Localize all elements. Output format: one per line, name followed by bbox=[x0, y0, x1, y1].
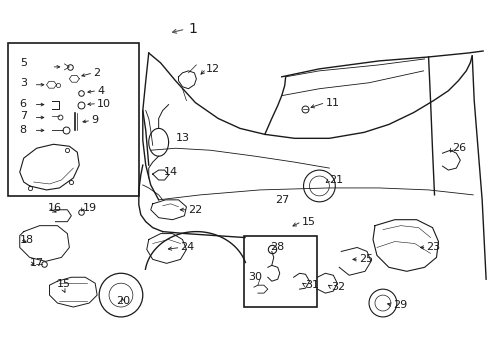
Text: 32: 32 bbox=[331, 282, 345, 292]
Text: 26: 26 bbox=[451, 143, 466, 153]
Text: 3: 3 bbox=[20, 78, 27, 88]
Text: 6: 6 bbox=[20, 99, 27, 109]
Text: 19: 19 bbox=[83, 203, 97, 213]
Text: 20: 20 bbox=[116, 296, 130, 306]
Text: 13: 13 bbox=[175, 133, 189, 143]
Text: 31: 31 bbox=[305, 280, 319, 290]
Text: 9: 9 bbox=[91, 116, 98, 126]
Text: 17: 17 bbox=[30, 258, 44, 268]
Text: 27: 27 bbox=[274, 195, 288, 205]
Text: 23: 23 bbox=[426, 243, 440, 252]
Text: 7: 7 bbox=[20, 112, 27, 121]
Text: 16: 16 bbox=[47, 203, 61, 213]
Text: 10: 10 bbox=[97, 99, 111, 109]
Text: 12: 12 bbox=[206, 64, 220, 74]
Text: 11: 11 bbox=[325, 98, 339, 108]
Text: 22: 22 bbox=[188, 205, 202, 215]
Text: 24: 24 bbox=[180, 243, 194, 252]
Text: 8: 8 bbox=[20, 125, 27, 135]
Text: 5: 5 bbox=[20, 58, 27, 68]
Text: 15: 15 bbox=[301, 217, 315, 227]
Text: 30: 30 bbox=[247, 272, 262, 282]
Text: 2: 2 bbox=[93, 68, 100, 78]
Text: 21: 21 bbox=[328, 175, 343, 185]
Text: 28: 28 bbox=[269, 243, 284, 252]
Bar bbox=[244, 235, 317, 307]
Text: 4: 4 bbox=[97, 86, 104, 96]
Text: 18: 18 bbox=[20, 234, 34, 244]
Text: 29: 29 bbox=[392, 300, 407, 310]
Text: 1: 1 bbox=[188, 22, 197, 36]
Bar bbox=[8, 43, 139, 196]
Text: 25: 25 bbox=[358, 255, 372, 264]
Text: 15: 15 bbox=[56, 279, 70, 289]
Text: 14: 14 bbox=[163, 167, 178, 177]
